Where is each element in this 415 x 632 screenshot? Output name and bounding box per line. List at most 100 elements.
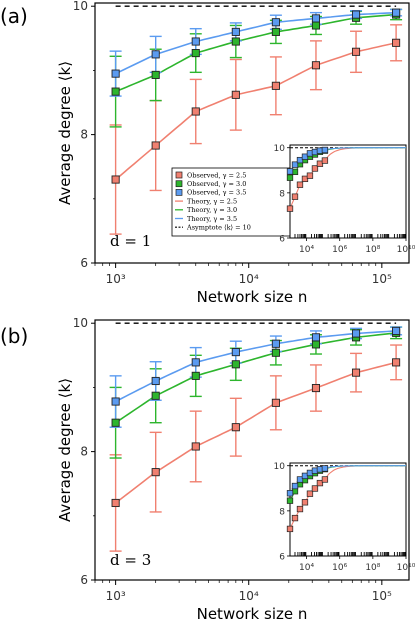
data-point-gamma-2.5 [351, 368, 361, 377]
data-point-gamma-3.5 [231, 27, 240, 36]
data-point-gamma-3 [271, 348, 280, 357]
inset-y-tick-label: 10 [274, 462, 286, 472]
data-point-gamma-2.5 [311, 383, 321, 393]
theory-curve-gamma-2.5 [115, 42, 397, 181]
data-point-gamma-3 [231, 360, 240, 369]
legend-entry: Observed, γ = 3.5 [187, 189, 246, 197]
theory-curve-gamma-3.5 [115, 330, 397, 403]
plot-frame [94, 319, 410, 581]
y-tick-label: 8 [80, 128, 88, 142]
inset-y-tick-label: 6 [279, 553, 285, 563]
inset-data-point [291, 193, 299, 200]
inset-plot: 6 8 10 10⁴ 10⁶ 10⁸ 10¹⁰ [274, 462, 415, 573]
inset-x-tick-label: 10¹⁰ [397, 563, 415, 573]
theory-curve-gamma-3.5 [115, 11, 397, 75]
inset-x-tick-label: 10¹⁰ [397, 245, 415, 255]
x-axis-label: Network size n [197, 288, 308, 306]
y-tick-label: 10 [73, 316, 88, 330]
data-point-gamma-3.5 [311, 14, 321, 23]
legend-entry: Theory, γ = 2.5 [187, 197, 237, 205]
y-tick-label: 6 [80, 573, 88, 587]
theory-curve-gamma-3 [115, 13, 397, 93]
x-tick-label: 10⁵ [372, 589, 392, 603]
inset-x-tick-label: 10⁴ [299, 563, 314, 573]
data-point-gamma-2.5 [271, 398, 280, 407]
inset-data-point [296, 181, 304, 188]
inset-data-point [311, 485, 319, 492]
inset-data-point [316, 160, 324, 167]
data-point-gamma-2.5 [231, 90, 240, 99]
data-point-gamma-3.5 [271, 18, 280, 27]
data-point-gamma-2.5 [191, 107, 200, 116]
inset-data-point [321, 476, 329, 483]
inset-data-point [291, 161, 299, 168]
data-point-gamma-3 [311, 340, 321, 349]
data-point-gamma-2.5 [392, 38, 401, 47]
theory-curve-gamma-2.5 [115, 361, 397, 504]
inset-data-point [286, 490, 294, 497]
legend-entry: Asymptote ⟨k⟩ = 10 [186, 224, 251, 232]
inset-data-point [306, 172, 314, 179]
plot-frame [94, 2, 410, 264]
inset-y-tick-label: 6 [279, 235, 285, 245]
data-point-gamma-3.5 [151, 50, 160, 59]
data-point-gamma-3.5 [271, 339, 280, 348]
x-tick-label: 10⁴ [239, 272, 259, 286]
inset-data-point [286, 497, 294, 504]
chart-panel-a: (a) 6 8 10 10³ 10⁴ 10⁵ Network size n Average de… [0, 0, 415, 306]
inset-data-point [296, 505, 304, 513]
inset-x-tick-label: 10⁶ [332, 563, 347, 573]
inset-x-tick-label: 10⁸ [365, 245, 380, 255]
legend-entry: Observed, γ = 3.0 [187, 180, 246, 188]
inset-data-point [321, 465, 329, 472]
data-point-gamma-3 [111, 87, 120, 96]
data-point-gamma-2.5 [271, 81, 280, 90]
data-point-gamma-3.5 [151, 376, 160, 386]
data-point-gamma-3 [151, 70, 160, 79]
data-point-gamma-3.5 [191, 358, 200, 367]
inset-data-point [321, 146, 329, 154]
inset-x-tick-label: 10⁴ [299, 245, 314, 255]
theory-curve-gamma-3 [115, 332, 397, 424]
inset-data-point [321, 157, 329, 164]
inset-data-point [301, 175, 309, 183]
x-tick-label: 10³ [106, 272, 126, 286]
data-point-gamma-3.5 [111, 69, 120, 78]
data-point-gamma-3 [231, 37, 240, 46]
inset-data-point [296, 476, 304, 483]
x-tick-label: 10⁴ [239, 589, 259, 603]
inset-plot: 6 8 10 10⁴ 10⁶ 10⁸ 10¹⁰ [274, 144, 415, 255]
legend-marker [175, 189, 183, 196]
data-point-gamma-3 [191, 371, 200, 380]
data-point-gamma-3.5 [392, 326, 401, 335]
data-point-gamma-3 [191, 49, 200, 58]
chart-panel-b: (b) 6 8 10 10³ 10⁴ 10⁵ Network size n Average de… [0, 316, 415, 623]
inset-data-point [296, 156, 304, 164]
data-point-gamma-2.5 [111, 498, 120, 508]
inset-data-point [311, 165, 319, 172]
data-point-gamma-3.5 [191, 37, 200, 46]
legend-marker [175, 180, 183, 188]
data-point-gamma-2.5 [111, 175, 120, 184]
inset-data-point [301, 499, 309, 506]
data-point-gamma-3 [151, 391, 160, 400]
inset-x-tick-label: 10⁶ [332, 245, 347, 255]
legend-entry: Observed, γ = 2.5 [187, 171, 246, 179]
y-axis-label: Average degree ⟨k⟩ [56, 378, 74, 522]
dimension-annotation: d = 1 [110, 232, 151, 250]
x-tick-label: 10⁵ [372, 272, 392, 286]
data-point-gamma-2.5 [151, 141, 160, 150]
data-point-gamma-2.5 [151, 468, 160, 477]
data-point-gamma-3 [111, 418, 120, 427]
legend-entry: Theory, γ = 3.0 [187, 206, 237, 214]
data-point-gamma-2.5 [191, 442, 200, 451]
data-point-gamma-3.5 [392, 8, 401, 17]
inset-data-point [316, 479, 324, 487]
data-point-gamma-2.5 [392, 358, 401, 367]
inset-y-tick-label: 8 [279, 189, 285, 199]
y-tick-label: 10 [73, 0, 88, 13]
inset-data-point [286, 168, 294, 175]
inset-data-point [306, 490, 314, 497]
